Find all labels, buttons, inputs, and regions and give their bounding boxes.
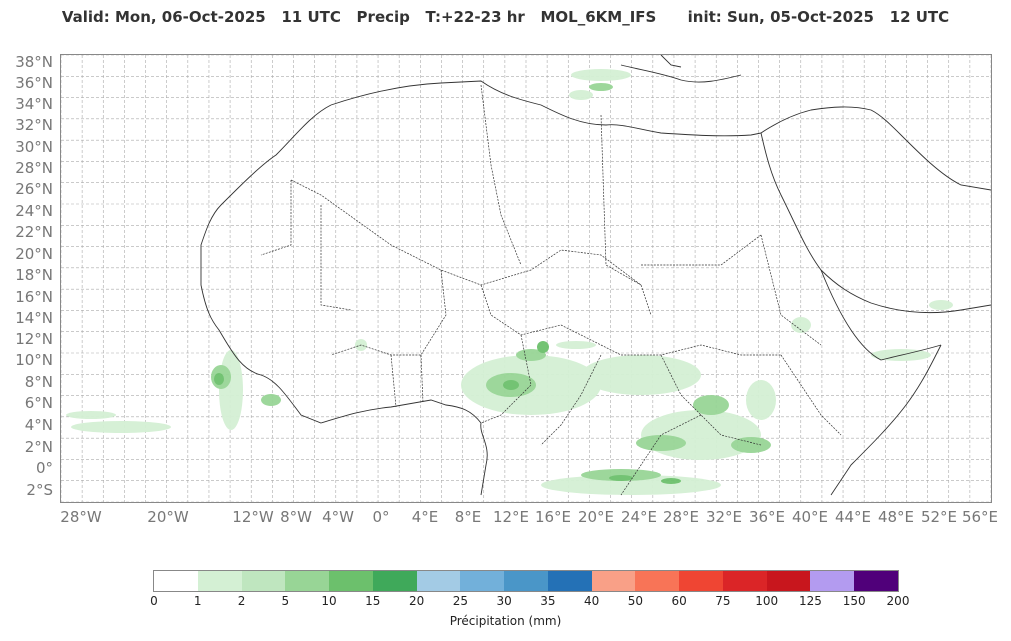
lon-label: 44°E [834, 508, 872, 526]
lon-label: 8°E [454, 508, 482, 526]
colorbar-bin [679, 571, 723, 591]
lat-label: 14°N [15, 309, 53, 327]
lon-label: 4°E [411, 508, 439, 526]
lon-label: 52°E [920, 508, 958, 526]
lat-label: 28°N [15, 159, 53, 177]
colorbar-tick-label: 10 [321, 594, 337, 608]
colorbar-bin [547, 571, 592, 591]
colorbar-bin [504, 571, 548, 591]
lon-label: 20°W [147, 508, 189, 526]
colorbar [153, 570, 899, 592]
lon-label: 24°E [620, 508, 658, 526]
colorbar-bin [591, 571, 636, 591]
lon-label: 4°W [322, 508, 354, 526]
lat-label: 2°N [24, 438, 53, 456]
colorbar-bin [460, 571, 505, 591]
colorbar-bin [854, 571, 899, 591]
colorbar-bin [329, 571, 373, 591]
lon-label: 20°E [577, 508, 615, 526]
lat-label: 4°N [24, 416, 53, 434]
colorbar-bin [372, 571, 417, 591]
lon-label: 48°E [877, 508, 915, 526]
lon-label: 28°W [60, 508, 102, 526]
lon-label: 28°E [662, 508, 700, 526]
colorbar-bin [416, 571, 461, 591]
map-canvas [61, 55, 991, 502]
lon-label: 8°W [280, 508, 312, 526]
lat-label: 22°N [15, 223, 53, 241]
colorbar-tick-label: 15 [365, 594, 381, 608]
colorbar-tick-label: 125 [799, 594, 822, 608]
lat-label: 32°N [15, 116, 53, 134]
lat-label: 26°N [15, 180, 53, 198]
precipitation-layer [66, 69, 953, 495]
lat-label: 8°N [24, 373, 53, 391]
colorbar-tick-label: 2 [237, 594, 246, 608]
lat-label: 6°N [24, 394, 53, 412]
colorbar-tick-label: 1 [193, 594, 202, 608]
colorbar-tick-label: 25 [452, 594, 468, 608]
country-borders [260, 84, 842, 496]
lat-label: 34°N [15, 95, 53, 113]
lon-label: 36°E [748, 508, 786, 526]
colorbar-tick-label: 40 [584, 594, 600, 608]
lon-label: 40°E [791, 508, 829, 526]
lon-label: 32°E [705, 508, 743, 526]
lat-label: 20°N [15, 245, 53, 263]
colorbar-tick-label: 35 [540, 594, 556, 608]
colorbar-tick-label: 50 [627, 594, 644, 608]
lon-label: 0° [372, 508, 390, 526]
lat-label: 36°N [15, 74, 53, 92]
colorbar-tick-label: 0 [150, 594, 158, 608]
lat-label: 16°N [15, 288, 53, 306]
colorbar-tick-label: 5 [281, 594, 290, 608]
colorbar-bin [241, 571, 286, 591]
lat-label: 18°N [15, 266, 53, 284]
lon-label: 12°E [492, 508, 530, 526]
colorbar-title: Précipitation (mm) [449, 614, 562, 628]
lat-label: 10°N [15, 351, 53, 369]
lat-label: 30°N [15, 138, 53, 156]
colorbar-bin [635, 571, 680, 591]
colorbar-bin [766, 571, 811, 591]
colorbar-tick-label: 75 [715, 594, 731, 608]
lon-label: 12°W [232, 508, 274, 526]
colorbar-tick-label: 60 [671, 594, 687, 608]
colorbar-bin [722, 571, 767, 591]
lat-label: 24°N [15, 202, 53, 220]
coastlines [200, 55, 991, 496]
colorbar-tick-label: 200 [886, 594, 910, 608]
colorbar-bin [197, 571, 242, 591]
colorbar-tick-label: 150 [842, 594, 866, 608]
lat-label: 0° [35, 459, 53, 477]
lat-label: 12°N [15, 330, 53, 348]
colorbar-bin [810, 571, 855, 591]
colorbar-tick-label: 100 [755, 594, 779, 608]
colorbar-tick-label: 30 [496, 594, 512, 608]
lon-label: 56°E [961, 508, 999, 526]
colorbar-bin [154, 571, 198, 591]
colorbar-tick-label: 20 [408, 594, 425, 608]
lat-label: 38°N [15, 53, 53, 71]
lon-label: 16°E [534, 508, 572, 526]
precipitation-map[interactable] [60, 54, 992, 503]
colorbar-bin [285, 571, 330, 591]
graticule [61, 55, 991, 502]
map-title: Valid: Mon, 06-Oct-2025 11 UTC Precip T:… [61, 8, 950, 26]
lat-label: 2°S [26, 481, 53, 499]
